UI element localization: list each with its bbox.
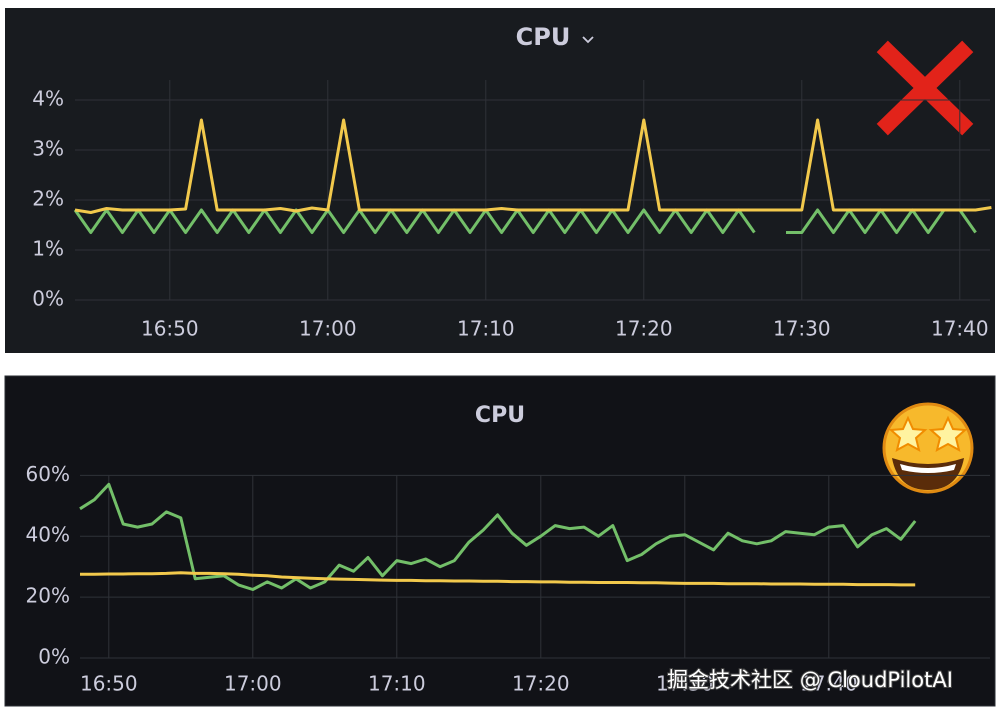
- x-tick-label: 17:40: [800, 672, 858, 696]
- x-tick-label: 17:30: [656, 672, 714, 696]
- panel: [4, 375, 996, 707]
- chart-title: CPU: [516, 23, 571, 51]
- y-tick-label: 0%: [38, 645, 70, 669]
- series-line: [74, 118, 992, 214]
- cross-icon: [876, 40, 974, 136]
- series-line: [79, 482, 917, 591]
- y-tick-label: 60%: [26, 462, 70, 486]
- x-tick-label: 16:50: [80, 672, 138, 696]
- x-tick-label: 17:20: [615, 317, 673, 341]
- y-tick-label: 20%: [26, 584, 70, 608]
- y-tick-label: 4%: [32, 87, 64, 111]
- series-line: [80, 571, 916, 587]
- x-tick-label: 17:00: [299, 317, 357, 341]
- y-tick-label: 3%: [32, 137, 64, 161]
- star-eyes-emoji: [882, 402, 974, 494]
- x-tick-label: 17:00: [224, 672, 282, 696]
- x-tick-label: 17:40: [931, 317, 989, 341]
- y-tick-label: 40%: [26, 523, 70, 547]
- dropdown-chevron: [582, 36, 594, 44]
- x-tick-label: 17:20: [512, 672, 570, 696]
- watermark: 掘金技术社区 @ CloudPilotAI: [667, 668, 953, 692]
- panel: [5, 8, 995, 353]
- x-tick-label: 17:10: [457, 317, 515, 341]
- x-tick-label: 16:50: [141, 317, 199, 341]
- x-tick-label: 17:10: [368, 672, 426, 696]
- chart-title: CPU: [475, 403, 525, 428]
- x-tick-label: 17:30: [773, 317, 831, 341]
- y-tick-label: 1%: [32, 237, 64, 261]
- y-tick-label: 2%: [32, 187, 64, 211]
- y-tick-label: 0%: [32, 287, 64, 311]
